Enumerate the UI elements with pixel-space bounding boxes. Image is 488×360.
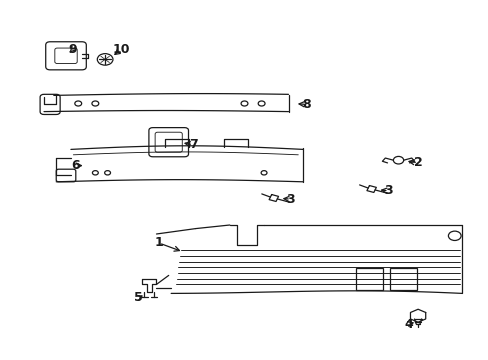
Bar [389,268,416,290]
Text: 8: 8 [302,98,310,111]
FancyBboxPatch shape [148,128,188,157]
FancyBboxPatch shape [46,42,86,70]
FancyBboxPatch shape [155,132,182,152]
Text: 2: 2 [413,156,422,169]
Text: 1: 1 [154,237,163,249]
Text: 6: 6 [71,159,80,172]
Text: 7: 7 [188,138,197,151]
Text: 3: 3 [286,193,295,206]
Text: 10: 10 [112,43,130,56]
FancyBboxPatch shape [55,48,77,63]
Text: 9: 9 [68,43,77,56]
FancyBboxPatch shape [40,94,60,114]
Bar [355,268,382,290]
Text: 5: 5 [134,291,142,304]
Text: 3: 3 [384,184,392,197]
FancyBboxPatch shape [56,169,76,182]
Text: 4: 4 [403,318,412,330]
